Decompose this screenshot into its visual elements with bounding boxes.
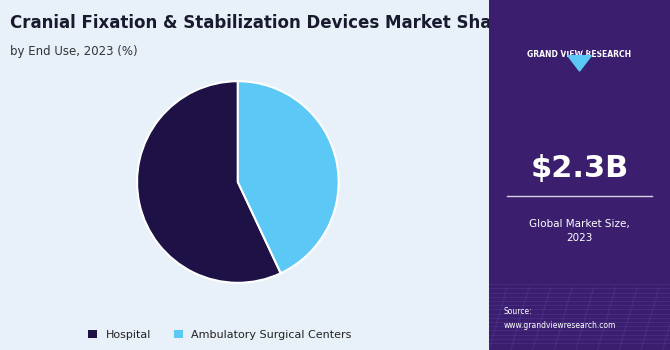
Legend: Hospital, Ambulatory Surgical Centers: Hospital, Ambulatory Surgical Centers <box>84 326 356 344</box>
Text: Cranial Fixation & Stabilization Devices Market Share: Cranial Fixation & Stabilization Devices… <box>10 14 511 32</box>
Wedge shape <box>137 81 281 283</box>
Text: Source:
www.grandviewresearch.com: Source: www.grandviewresearch.com <box>504 307 616 330</box>
Text: Global Market Size,
2023: Global Market Size, 2023 <box>529 219 630 243</box>
Polygon shape <box>567 56 592 71</box>
Wedge shape <box>238 81 338 273</box>
Text: GVR: GVR <box>558 37 601 55</box>
Text: $2.3B: $2.3B <box>531 154 628 182</box>
Text: by End Use, 2023 (%): by End Use, 2023 (%) <box>10 46 137 58</box>
Text: GRAND VIEW RESEARCH: GRAND VIEW RESEARCH <box>527 50 632 59</box>
